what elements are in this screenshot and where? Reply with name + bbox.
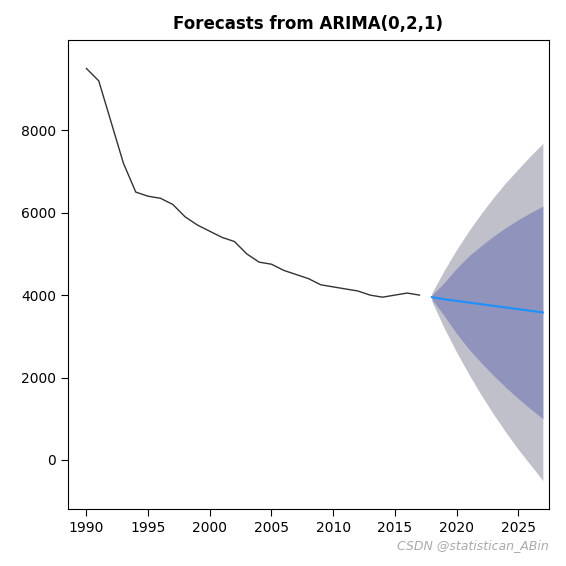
Title: Forecasts from ARIMA(0,2,1): Forecasts from ARIMA(0,2,1)	[173, 15, 444, 32]
Text: CSDN @statistican_ABin: CSDN @statistican_ABin	[397, 539, 549, 552]
